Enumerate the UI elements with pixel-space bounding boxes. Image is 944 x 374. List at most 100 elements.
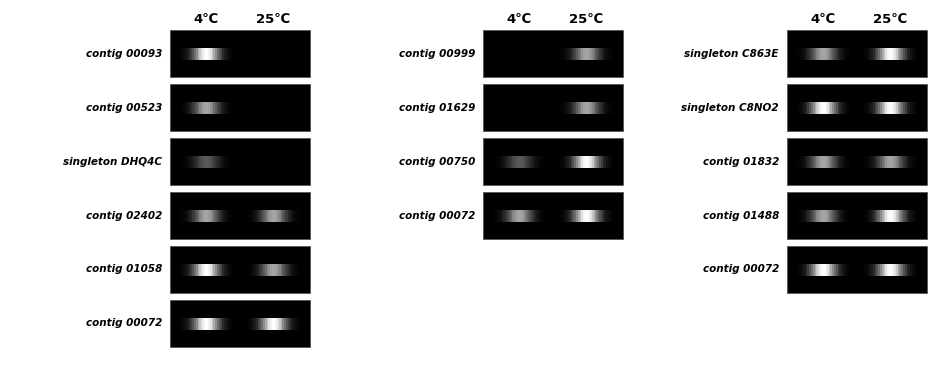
Bar — [185, 47, 187, 59]
Bar — [181, 47, 183, 59]
Bar — [914, 156, 916, 168]
Bar — [839, 101, 841, 113]
Bar — [588, 209, 590, 221]
Bar — [207, 318, 209, 329]
Bar — [278, 209, 280, 221]
Bar — [890, 101, 892, 113]
Bar — [802, 47, 804, 59]
Bar — [217, 209, 219, 221]
Bar — [880, 209, 882, 221]
Bar — [896, 264, 898, 276]
Bar — [831, 264, 833, 276]
Bar — [513, 156, 514, 168]
Bar — [570, 209, 572, 221]
Bar — [580, 156, 582, 168]
Bar — [910, 264, 912, 276]
Bar — [531, 156, 533, 168]
Bar — [583, 47, 585, 59]
Bar — [219, 156, 221, 168]
Bar — [183, 101, 185, 113]
Bar — [813, 156, 815, 168]
Bar — [191, 156, 193, 168]
Bar — [517, 209, 519, 221]
Bar — [588, 47, 590, 59]
Bar — [586, 156, 588, 168]
Bar — [843, 264, 845, 276]
Bar — [604, 101, 606, 113]
Bar — [606, 209, 608, 221]
Bar — [807, 156, 809, 168]
Bar — [598, 47, 599, 59]
Bar — [567, 101, 569, 113]
Bar — [610, 101, 612, 113]
Bar — [821, 264, 823, 276]
Bar — [914, 101, 916, 113]
Bar — [521, 209, 523, 221]
Bar — [892, 264, 894, 276]
Text: 4℃: 4℃ — [194, 13, 219, 26]
Bar — [170, 192, 310, 239]
Bar — [562, 209, 564, 221]
Bar — [882, 209, 884, 221]
Bar — [191, 318, 193, 329]
Bar — [880, 264, 882, 276]
Bar — [592, 209, 594, 221]
Bar — [804, 101, 805, 113]
Bar — [898, 264, 900, 276]
Bar — [170, 138, 310, 185]
Bar — [525, 209, 527, 221]
Bar — [288, 264, 290, 276]
Bar — [833, 156, 834, 168]
Bar — [213, 47, 215, 59]
Bar — [799, 264, 801, 276]
Bar — [514, 156, 515, 168]
Bar — [837, 209, 839, 221]
Bar — [189, 47, 191, 59]
Bar — [493, 209, 495, 221]
Bar — [884, 156, 885, 168]
Bar — [203, 209, 205, 221]
Bar — [610, 47, 612, 59]
Bar — [507, 156, 509, 168]
Bar — [837, 101, 839, 113]
Bar — [602, 101, 604, 113]
Bar — [599, 47, 600, 59]
Bar — [226, 318, 228, 329]
Bar — [205, 318, 207, 329]
Bar — [876, 47, 878, 59]
Bar — [229, 156, 231, 168]
Bar — [834, 156, 835, 168]
Bar — [195, 101, 197, 113]
Bar — [570, 101, 572, 113]
Bar — [264, 209, 266, 221]
Bar — [887, 101, 889, 113]
Bar — [805, 209, 807, 221]
Bar — [871, 156, 873, 168]
Bar — [272, 264, 274, 276]
Bar — [900, 264, 902, 276]
Bar — [495, 156, 497, 168]
Bar — [833, 209, 834, 221]
Bar — [185, 156, 187, 168]
Bar — [866, 209, 868, 221]
Bar — [612, 156, 614, 168]
Bar — [531, 209, 533, 221]
Bar — [515, 156, 517, 168]
Bar — [217, 264, 219, 276]
Bar — [583, 101, 585, 113]
Bar — [564, 47, 565, 59]
Bar — [866, 264, 868, 276]
Bar — [228, 318, 229, 329]
Bar — [219, 47, 221, 59]
Bar — [807, 209, 809, 221]
Bar — [903, 47, 904, 59]
Text: contig 01832: contig 01832 — [702, 156, 779, 166]
Bar — [875, 101, 876, 113]
Bar — [833, 101, 834, 113]
Bar — [868, 264, 869, 276]
Bar — [847, 101, 849, 113]
Bar — [256, 264, 258, 276]
Bar — [878, 209, 880, 221]
Bar — [878, 156, 880, 168]
Bar — [805, 101, 807, 113]
